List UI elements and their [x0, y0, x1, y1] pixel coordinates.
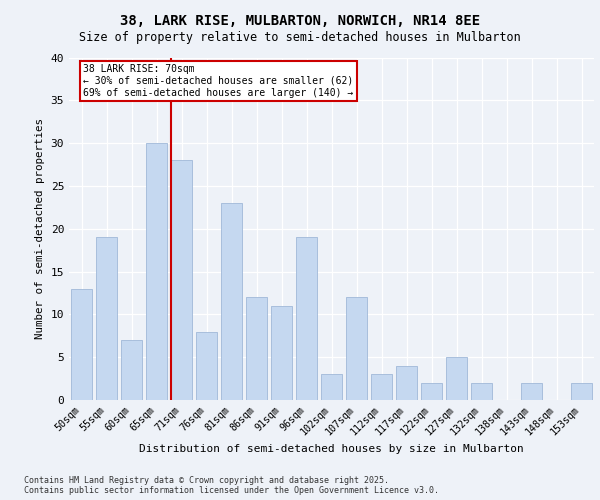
Bar: [446, 357, 467, 400]
Bar: [396, 366, 417, 400]
Text: Contains HM Land Registry data © Crown copyright and database right 2025.
Contai: Contains HM Land Registry data © Crown c…: [24, 476, 439, 495]
Bar: [121, 340, 142, 400]
Bar: [146, 143, 167, 400]
Bar: [471, 383, 492, 400]
Text: 38 LARK RISE: 70sqm
← 30% of semi-detached houses are smaller (62)
69% of semi-d: 38 LARK RISE: 70sqm ← 30% of semi-detach…: [83, 64, 353, 98]
Y-axis label: Number of semi-detached properties: Number of semi-detached properties: [35, 118, 45, 339]
Bar: [96, 238, 117, 400]
Bar: [571, 383, 592, 400]
Text: 38, LARK RISE, MULBARTON, NORWICH, NR14 8EE: 38, LARK RISE, MULBARTON, NORWICH, NR14 …: [120, 14, 480, 28]
Bar: [196, 332, 217, 400]
Bar: [271, 306, 292, 400]
Bar: [171, 160, 192, 400]
X-axis label: Distribution of semi-detached houses by size in Mulbarton: Distribution of semi-detached houses by …: [139, 444, 524, 454]
Bar: [421, 383, 442, 400]
Bar: [221, 203, 242, 400]
Text: Size of property relative to semi-detached houses in Mulbarton: Size of property relative to semi-detach…: [79, 31, 521, 44]
Bar: [71, 288, 92, 400]
Bar: [521, 383, 542, 400]
Bar: [246, 297, 267, 400]
Bar: [371, 374, 392, 400]
Bar: [296, 238, 317, 400]
Bar: [346, 297, 367, 400]
Bar: [321, 374, 342, 400]
